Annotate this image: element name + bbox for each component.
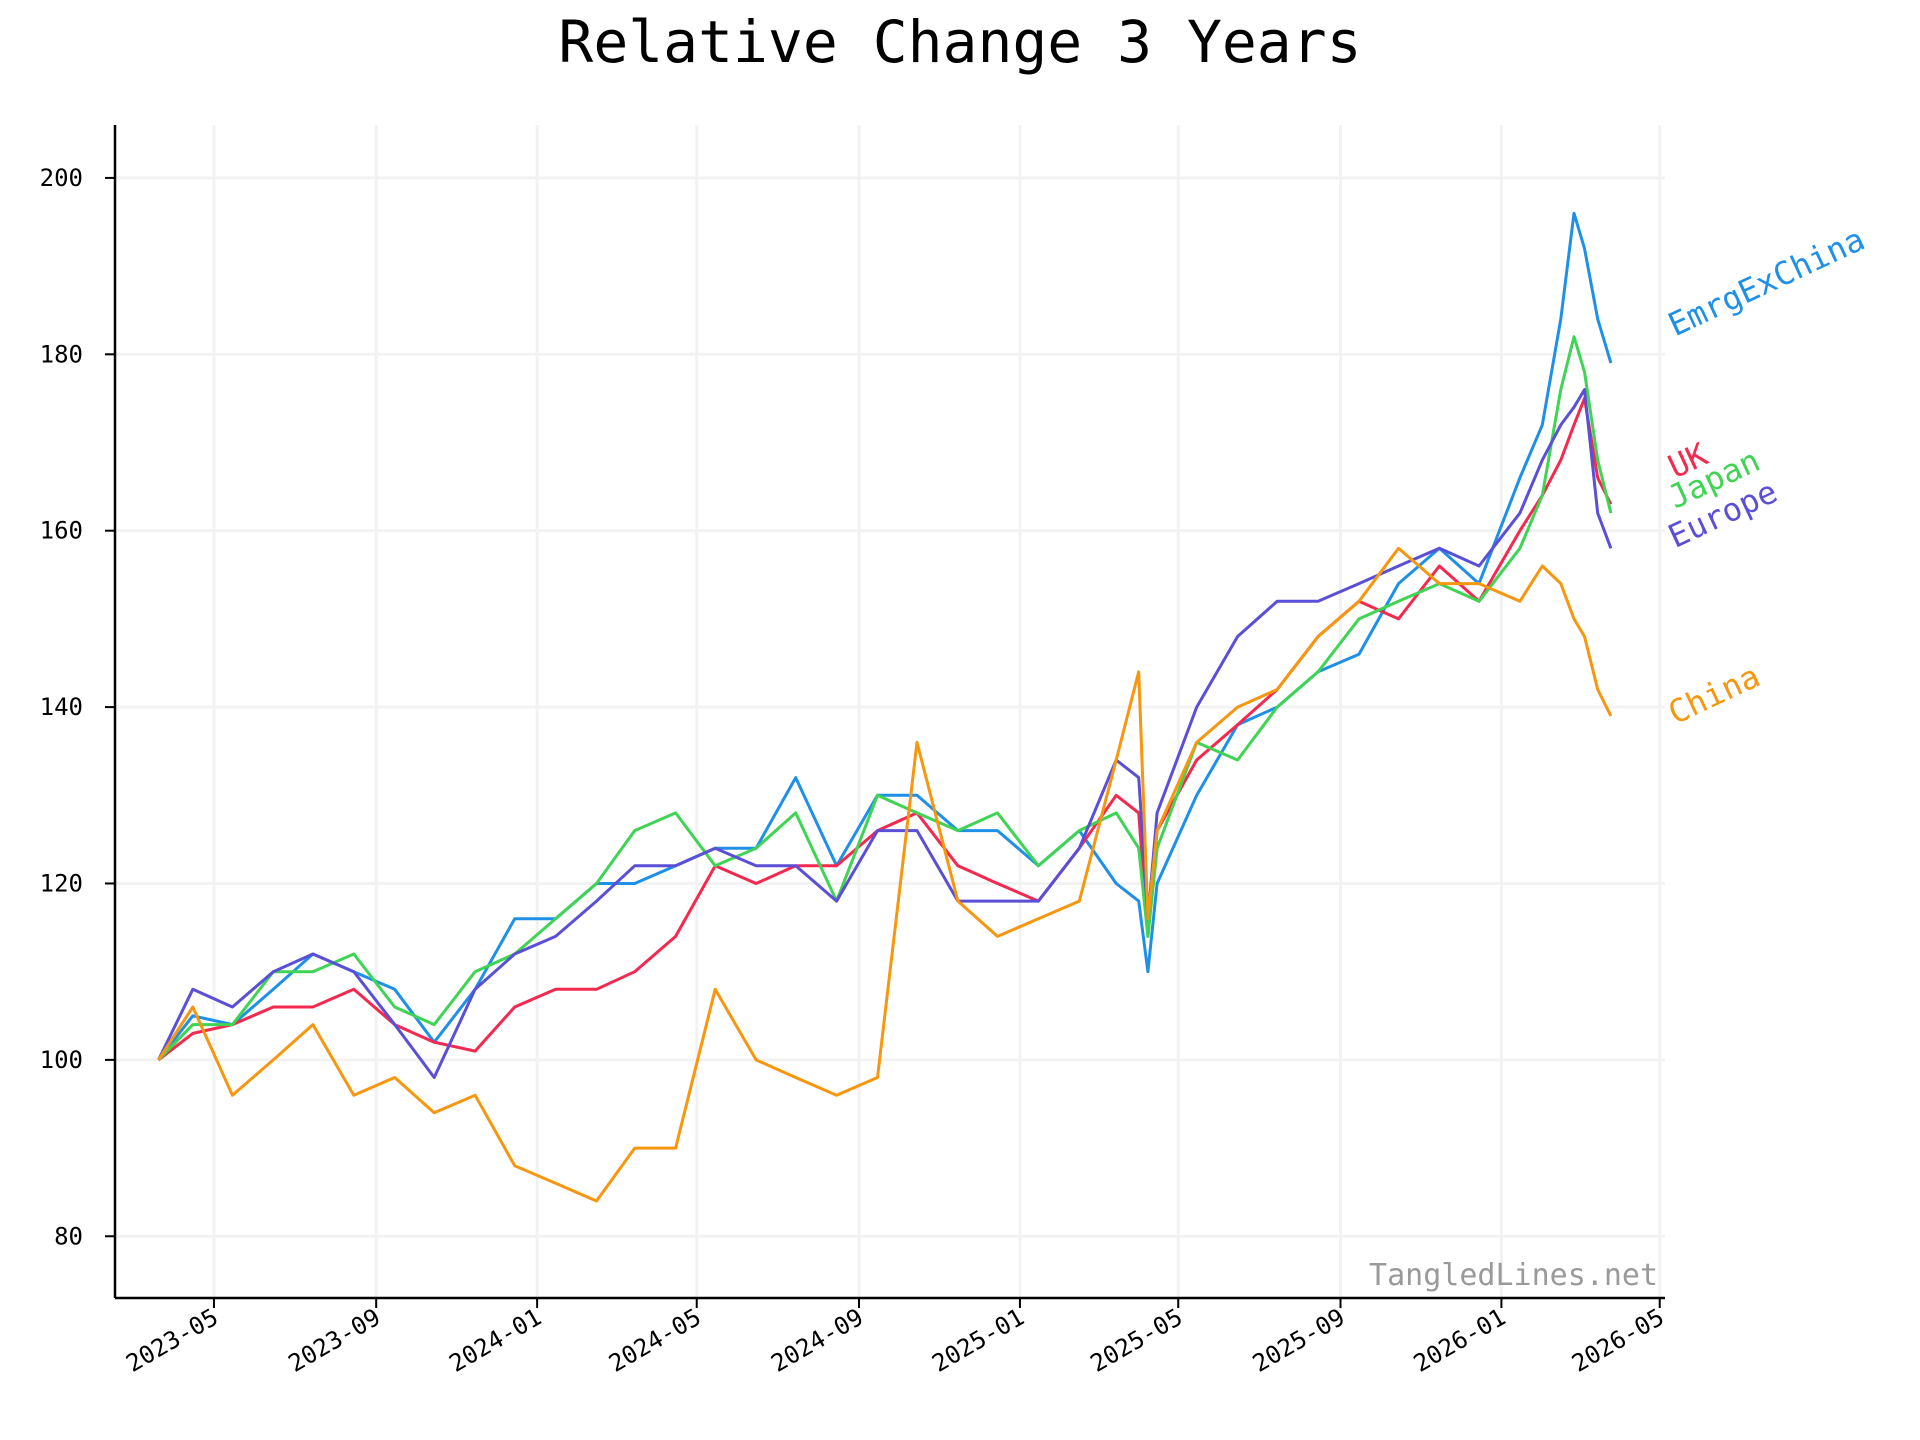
series-label-china: China	[1662, 657, 1765, 732]
series-line-china	[157, 546, 1613, 1203]
x-tick-label: 2026-01	[1409, 1303, 1511, 1378]
series-line-europe	[157, 388, 1613, 1079]
x-tick-label: 2025-01	[927, 1303, 1029, 1378]
y-tick-label: 140	[40, 693, 83, 721]
x-tick-label: 2026-05	[1567, 1303, 1669, 1378]
x-tick-label: 2024-09	[766, 1303, 868, 1378]
y-tick-label: 80	[54, 1222, 83, 1250]
y-tick-label: 180	[40, 340, 83, 368]
x-tick-label: 2025-09	[1248, 1303, 1350, 1378]
x-tick-label: 2025-05	[1086, 1303, 1188, 1378]
series-label-emrgexchina: EmrgExChina	[1662, 220, 1870, 344]
x-tick-label: 2024-01	[445, 1303, 547, 1378]
grid-lines	[115, 125, 1665, 1298]
x-tick-label: 2023-09	[284, 1303, 386, 1378]
y-tick-label: 160	[40, 517, 83, 545]
y-tick-label: 200	[40, 164, 83, 192]
x-tick-label: 2023-05	[121, 1303, 223, 1378]
watermark: TangledLines.net	[1369, 1258, 1658, 1293]
chart-title: Relative Change 3 Years	[558, 8, 1361, 76]
y-tick-label: 100	[40, 1046, 83, 1074]
y-tick-label: 120	[40, 869, 83, 897]
axes: 80 100 120 140 160 180 200 2023-05 2023-09 2024-0…	[40, 125, 1669, 1378]
series-line-japan	[157, 335, 1613, 1061]
series-lines	[157, 211, 1613, 1203]
x-tick-label: 2024-05	[604, 1303, 706, 1378]
